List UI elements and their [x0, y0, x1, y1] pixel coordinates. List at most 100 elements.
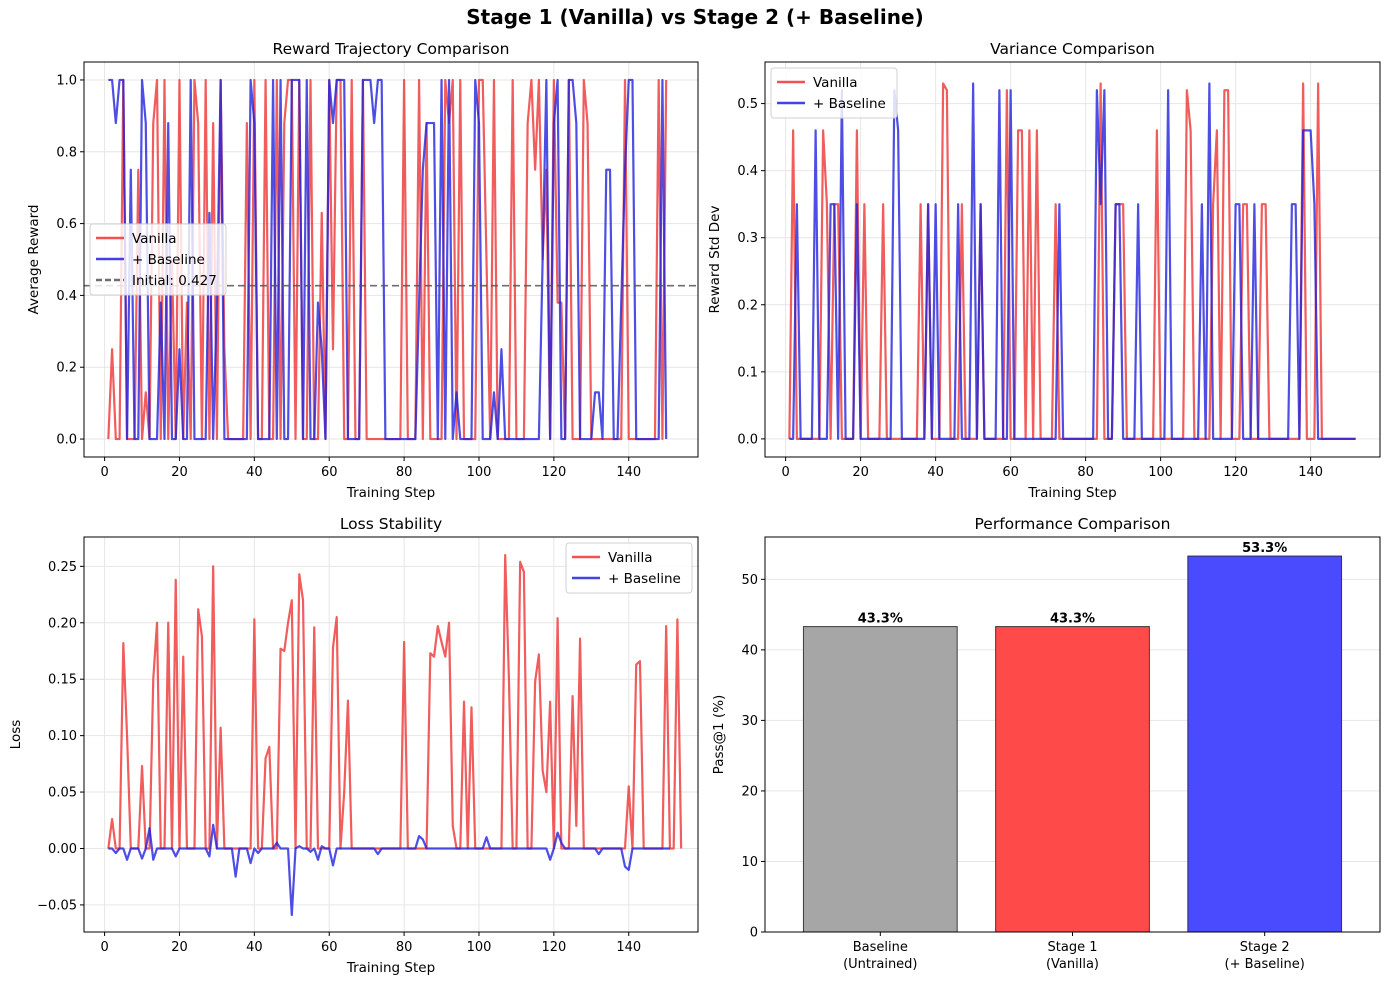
x-tick-label: (Vanilla) — [1046, 957, 1099, 972]
legend: Vanilla + Baseline — [770, 67, 898, 119]
axes-frame — [83, 536, 699, 933]
legend-label: Vanilla — [608, 550, 653, 566]
x-tick-label: 20 — [171, 940, 188, 955]
chart-title: Reward Trajectory Comparison — [273, 40, 510, 58]
bar-2 — [995, 626, 1150, 933]
x-tick-label: Stage 1 — [1048, 940, 1098, 955]
x-tick-label: 40 — [246, 465, 263, 480]
y-tick-label: 0.5 — [737, 97, 758, 112]
x-tick-label: 100 — [1148, 465, 1173, 480]
y-tick-label: 20 — [741, 784, 758, 799]
x-tick-label: Stage 2 — [1240, 940, 1290, 955]
axes-frame — [764, 536, 1381, 933]
y-axis-label: Average Reward — [26, 204, 42, 314]
y-tick-label: 0 — [750, 926, 758, 941]
legend-box — [770, 67, 898, 119]
y-tick-label: 40 — [741, 643, 758, 658]
x-tick-label: 140 — [1298, 465, 1323, 480]
x-tick-label: 20 — [171, 465, 188, 480]
figure-title: Stage 1 (Vanilla) vs Stage 2 (+ Baseline… — [466, 5, 924, 29]
legend-label: Vanilla — [132, 231, 177, 247]
y-tick-label: 0.25 — [48, 560, 77, 575]
bar-3 — [1187, 555, 1343, 933]
legend-label: Initial: 0.427 — [132, 273, 217, 289]
bar-value-label: 43.3% — [1050, 612, 1095, 627]
legend: Vanilla + Baseline — [565, 542, 693, 594]
y-tick-label: 0.0 — [737, 432, 758, 447]
y-tick-label: 50 — [741, 573, 758, 588]
x-axis-label: Training Step — [346, 960, 435, 976]
x-tick-label: 0 — [100, 465, 108, 480]
x-tick-label: 60 — [321, 465, 338, 480]
chart-title: Performance Comparison — [975, 515, 1171, 533]
plot-area — [788, 82, 1356, 440]
legend-label: + Baseline — [608, 571, 681, 587]
x-tick-label: 40 — [927, 465, 944, 480]
y-tick-label: 0.8 — [56, 145, 77, 160]
y-tick-label: 10 — [741, 855, 758, 870]
x-tick-label: 140 — [616, 465, 641, 480]
chart-title: Loss Stability — [340, 515, 442, 533]
x-axis-label: Training Step — [346, 485, 435, 501]
legend-label: Vanilla — [813, 75, 858, 91]
x-tick-label: 80 — [396, 940, 413, 955]
series-line-vanilla — [788, 82, 1356, 440]
x-tick-label: Baseline — [853, 940, 908, 955]
x-tick-label: 120 — [541, 465, 566, 480]
x-tick-label: 120 — [1223, 465, 1248, 480]
series-line-baseline — [789, 82, 1356, 440]
y-tick-label: 0.15 — [48, 673, 77, 688]
series-line-baseline — [108, 78, 668, 441]
x-tick-label: 80 — [1077, 465, 1094, 480]
y-tick-label: 30 — [741, 714, 758, 729]
x-tick-label: 100 — [467, 465, 492, 480]
y-axis-label: Loss — [8, 720, 24, 750]
y-tick-label: 0.0 — [56, 433, 77, 448]
x-tick-label: 140 — [616, 940, 641, 955]
axes-frame — [764, 61, 1381, 458]
x-tick-label: (+ Baseline) — [1225, 957, 1305, 972]
plot-area — [107, 553, 683, 917]
x-tick-label: (Untrained) — [843, 957, 917, 972]
plot-area: 43.3% 43.3% 53.3% — [802, 541, 1343, 933]
y-tick-label: 0.6 — [56, 217, 77, 232]
y-tick-label: 0.00 — [48, 842, 77, 857]
x-tick-label: 80 — [396, 465, 413, 480]
x-tick-label: 60 — [321, 940, 338, 955]
y-tick-label: 0.4 — [737, 164, 758, 179]
legend-box — [565, 542, 693, 594]
y-axis-label: Pass@1 (%) — [711, 695, 727, 775]
y-tick-label: 0.3 — [737, 231, 758, 246]
chart-title: Variance Comparison — [990, 40, 1155, 58]
y-axis-label: Reward Std Dev — [707, 206, 723, 314]
y-tick-label: 0.2 — [737, 298, 758, 313]
y-tick-label: 0.20 — [48, 616, 77, 631]
x-tick-label: 0 — [781, 465, 789, 480]
x-tick-label: 60 — [1002, 465, 1019, 480]
series-line-baseline — [108, 823, 670, 917]
y-tick-label: 0.05 — [48, 786, 77, 801]
x-tick-label: 0 — [100, 940, 108, 955]
y-tick-label: −0.05 — [37, 898, 77, 913]
legend-label: + Baseline — [813, 96, 886, 112]
series-line-vanilla — [107, 553, 683, 850]
chart-1: Reward Trajectory Comparison 0.0 0.2 0.4 0.6… — [26, 40, 699, 501]
chart-2: Variance Comparison 0.0 0.1 0.2 0.3 0.4 0.5 0 20… — [707, 40, 1381, 501]
y-tick-label: 0.4 — [56, 289, 77, 304]
chart-3: Loss Stability −0.05 0.00 0.05 0.10 0.15 0.20 0… — [8, 515, 699, 976]
y-tick-label: 0.1 — [737, 365, 758, 380]
bar-value-label: 43.3% — [858, 612, 903, 627]
chart-4: Performance Comparison 0 10 20 30 40 50 Pass@1 … — [711, 515, 1381, 972]
x-tick-label: 120 — [541, 940, 566, 955]
y-tick-label: 0.10 — [48, 729, 77, 744]
x-tick-label: 100 — [467, 940, 492, 955]
legend-box — [89, 223, 227, 296]
axes-frame — [83, 61, 699, 458]
x-axis-label: Training Step — [1027, 485, 1116, 501]
legend-label: + Baseline — [132, 252, 205, 268]
y-tick-label: 1.0 — [56, 73, 77, 88]
bar-value-label: 53.3% — [1242, 541, 1287, 556]
legend: Vanilla + Baseline Initial: 0.427 — [89, 223, 227, 296]
